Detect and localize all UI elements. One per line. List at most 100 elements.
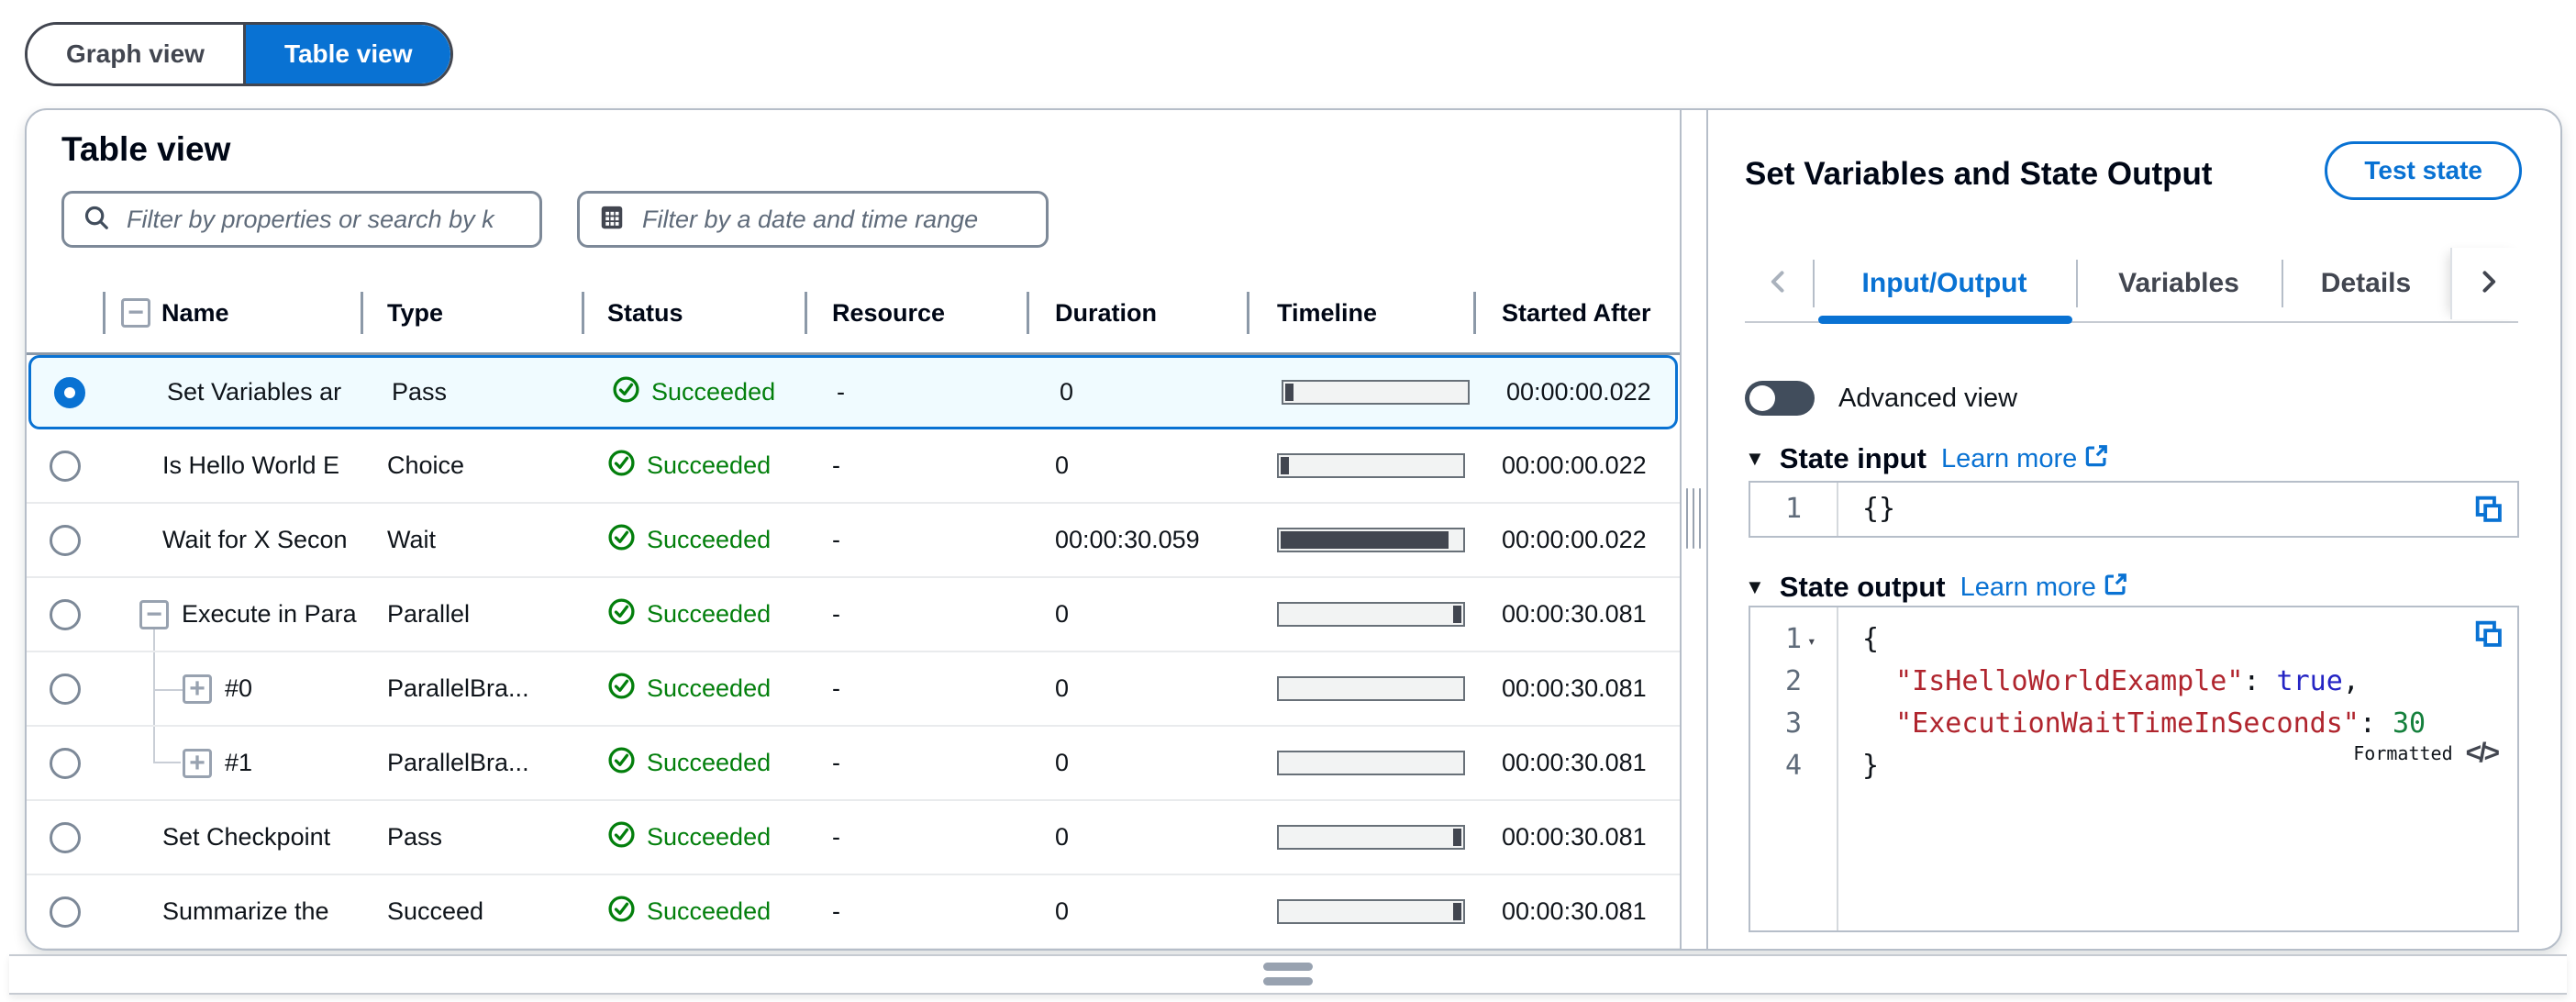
split-panel-drag-handle[interactable] xyxy=(1263,963,1313,992)
table-filters xyxy=(61,191,1049,248)
state-input-learn-more-link[interactable]: Learn more xyxy=(1941,443,2109,475)
chevron-left-icon xyxy=(1766,269,1792,299)
learn-more-label: Learn more xyxy=(1940,443,2078,473)
succeeded-icon xyxy=(607,449,636,484)
name-cell: Set Checkpoint xyxy=(103,801,361,874)
table-view-button[interactable]: Table view xyxy=(242,25,451,84)
row-duration: 00:00:30.059 xyxy=(1055,526,1200,553)
panel-resize-handle[interactable] xyxy=(1699,488,1701,549)
row-name: #1 xyxy=(225,749,253,776)
row-resource: - xyxy=(832,823,840,851)
radio-cell xyxy=(27,652,103,725)
copy-state-output-button[interactable] xyxy=(2473,618,2504,653)
radio-column-header xyxy=(27,273,103,352)
code-line: } xyxy=(1862,745,2517,787)
row-radio[interactable] xyxy=(49,450,81,482)
collapse-row-icon[interactable]: − xyxy=(139,599,169,629)
expand-row-icon[interactable]: + xyxy=(183,748,212,778)
advanced-view-toggle[interactable] xyxy=(1745,381,1815,416)
status-label: Succeeded xyxy=(651,378,776,406)
table-row[interactable]: + #1 ParallelBra... Succeeded - 0 00:00:30.081 xyxy=(27,727,1680,801)
row-duration: 0 xyxy=(1055,451,1070,479)
tab-variables[interactable]: Variables xyxy=(2076,248,2282,319)
state-input-code: {} xyxy=(1838,483,2517,536)
code-line: { xyxy=(1862,618,2517,661)
tabs-scroll-left-button[interactable] xyxy=(1745,248,1813,319)
row-radio[interactable] xyxy=(49,673,81,705)
graph-view-button[interactable]: Graph view xyxy=(28,25,243,84)
panel-resize-handle[interactable] xyxy=(1686,488,1688,549)
row-resource: - xyxy=(832,897,840,925)
table-row[interactable]: − Execute in Para Parallel Succeeded - 0 00:00… xyxy=(27,578,1680,652)
test-state-button[interactable]: Test state xyxy=(2325,141,2522,200)
state-input-title: State input xyxy=(1779,442,1926,474)
timeline-marker xyxy=(1281,457,1289,474)
column-header-type[interactable]: Type xyxy=(361,273,582,352)
row-radio-selected[interactable] xyxy=(53,376,85,408)
view-toggle: Graph view Table view xyxy=(25,22,454,86)
learn-more-label: Learn more xyxy=(1960,572,2096,602)
tabs-scroll-right-button[interactable] xyxy=(2450,248,2524,319)
row-radio[interactable] xyxy=(49,896,81,928)
copy-state-input-button[interactable] xyxy=(2473,494,2504,529)
bottom-split-panel-bar xyxy=(9,954,2567,995)
property-filter[interactable] xyxy=(61,191,542,248)
table-row[interactable]: Set Checkpoint Pass Succeeded - 0 00:00:30.08… xyxy=(27,801,1680,875)
timeline-marker xyxy=(1281,531,1449,549)
table-row[interactable]: Is Hello World E Choice Succeeded - 0 00:00:0… xyxy=(27,429,1680,504)
row-started-after: 00:00:30.081 xyxy=(1502,897,1647,925)
collapse-all-icon[interactable]: − xyxy=(121,298,150,328)
timeline-cell xyxy=(1247,504,1473,576)
row-status: Succeeded xyxy=(586,358,809,427)
timeline-cell xyxy=(1247,727,1473,799)
tab-details[interactable]: Details xyxy=(2282,248,2450,319)
collapse-section-icon[interactable]: ▼ xyxy=(1745,447,1765,470)
main-panel: Table view xyxy=(25,108,2562,951)
table-row[interactable]: + #0 ParallelBra... Succeeded - 0 00:00:30.081 xyxy=(27,652,1680,727)
tabs-divider xyxy=(1745,321,2518,323)
state-input-editor[interactable]: 1 {} xyxy=(1749,481,2519,538)
column-header-status[interactable]: Status xyxy=(582,273,805,352)
state-output-editor[interactable]: 1 ▾ 2 3 4 { "IsHelloWorldExample": true, "Ex… xyxy=(1749,606,2519,932)
column-header-timeline[interactable]: Timeline xyxy=(1247,273,1473,352)
date-range-filter-input[interactable] xyxy=(640,204,1027,235)
table-view-title: Table view xyxy=(61,130,231,168)
code-token: "ExecutionWaitTimeInSeconds" xyxy=(1862,707,2359,740)
table-row[interactable]: Wait for X Secon Wait Succeeded - 00:00:30.0… xyxy=(27,504,1680,578)
name-cell: Summarize the xyxy=(103,875,361,948)
row-radio[interactable] xyxy=(49,747,81,779)
column-header-started-after[interactable]: Started After xyxy=(1473,273,1680,352)
row-name: Execute in Para xyxy=(182,600,357,628)
row-radio[interactable] xyxy=(49,598,81,630)
collapse-section-icon[interactable]: ▼ xyxy=(1745,575,1765,598)
row-radio[interactable] xyxy=(49,821,81,853)
date-range-filter[interactable] xyxy=(577,191,1049,248)
row-name: Set Checkpoint xyxy=(162,823,331,851)
radio-cell xyxy=(27,727,103,799)
row-type: ParallelBra... xyxy=(387,674,529,702)
column-header-name[interactable]: − Name xyxy=(103,273,361,352)
tab-input-output[interactable]: Input/Output xyxy=(1813,248,2076,319)
column-header-resource[interactable]: Resource xyxy=(805,273,1027,352)
expand-row-icon[interactable]: + xyxy=(183,674,212,704)
code-token: "IsHelloWorldExample" xyxy=(1862,665,2244,697)
row-started-after: 00:00:00.022 xyxy=(1502,526,1647,553)
advanced-view-control: Advanced view xyxy=(1745,381,2017,416)
panel-resize-handle[interactable] xyxy=(1693,488,1694,549)
code-token: : xyxy=(2359,707,2393,740)
code-format-icon[interactable]: </> xyxy=(2465,738,2500,768)
row-radio[interactable] xyxy=(49,524,81,556)
table-row[interactable]: Summarize the Succeed Succeeded - 0 00:00:30.… xyxy=(27,875,1680,949)
code-line: {} xyxy=(1862,488,1895,530)
row-type: Pass xyxy=(392,378,448,406)
fold-caret-icon[interactable]: ▾ xyxy=(1807,632,1816,650)
row-name: Wait for X Secon xyxy=(162,526,348,553)
row-type: Succeed xyxy=(387,897,484,925)
table-header-row: − Name Type Status Resource Duration Tim… xyxy=(27,273,1680,355)
table-row[interactable]: Set Variables ar Pass Succeeded - 0 00:00:00.… xyxy=(28,355,1678,429)
column-header-duration[interactable]: Duration xyxy=(1027,273,1247,352)
state-output-learn-more-link[interactable]: Learn more xyxy=(1960,572,2128,604)
property-filter-input[interactable] xyxy=(125,204,521,235)
row-name: #0 xyxy=(225,674,253,702)
